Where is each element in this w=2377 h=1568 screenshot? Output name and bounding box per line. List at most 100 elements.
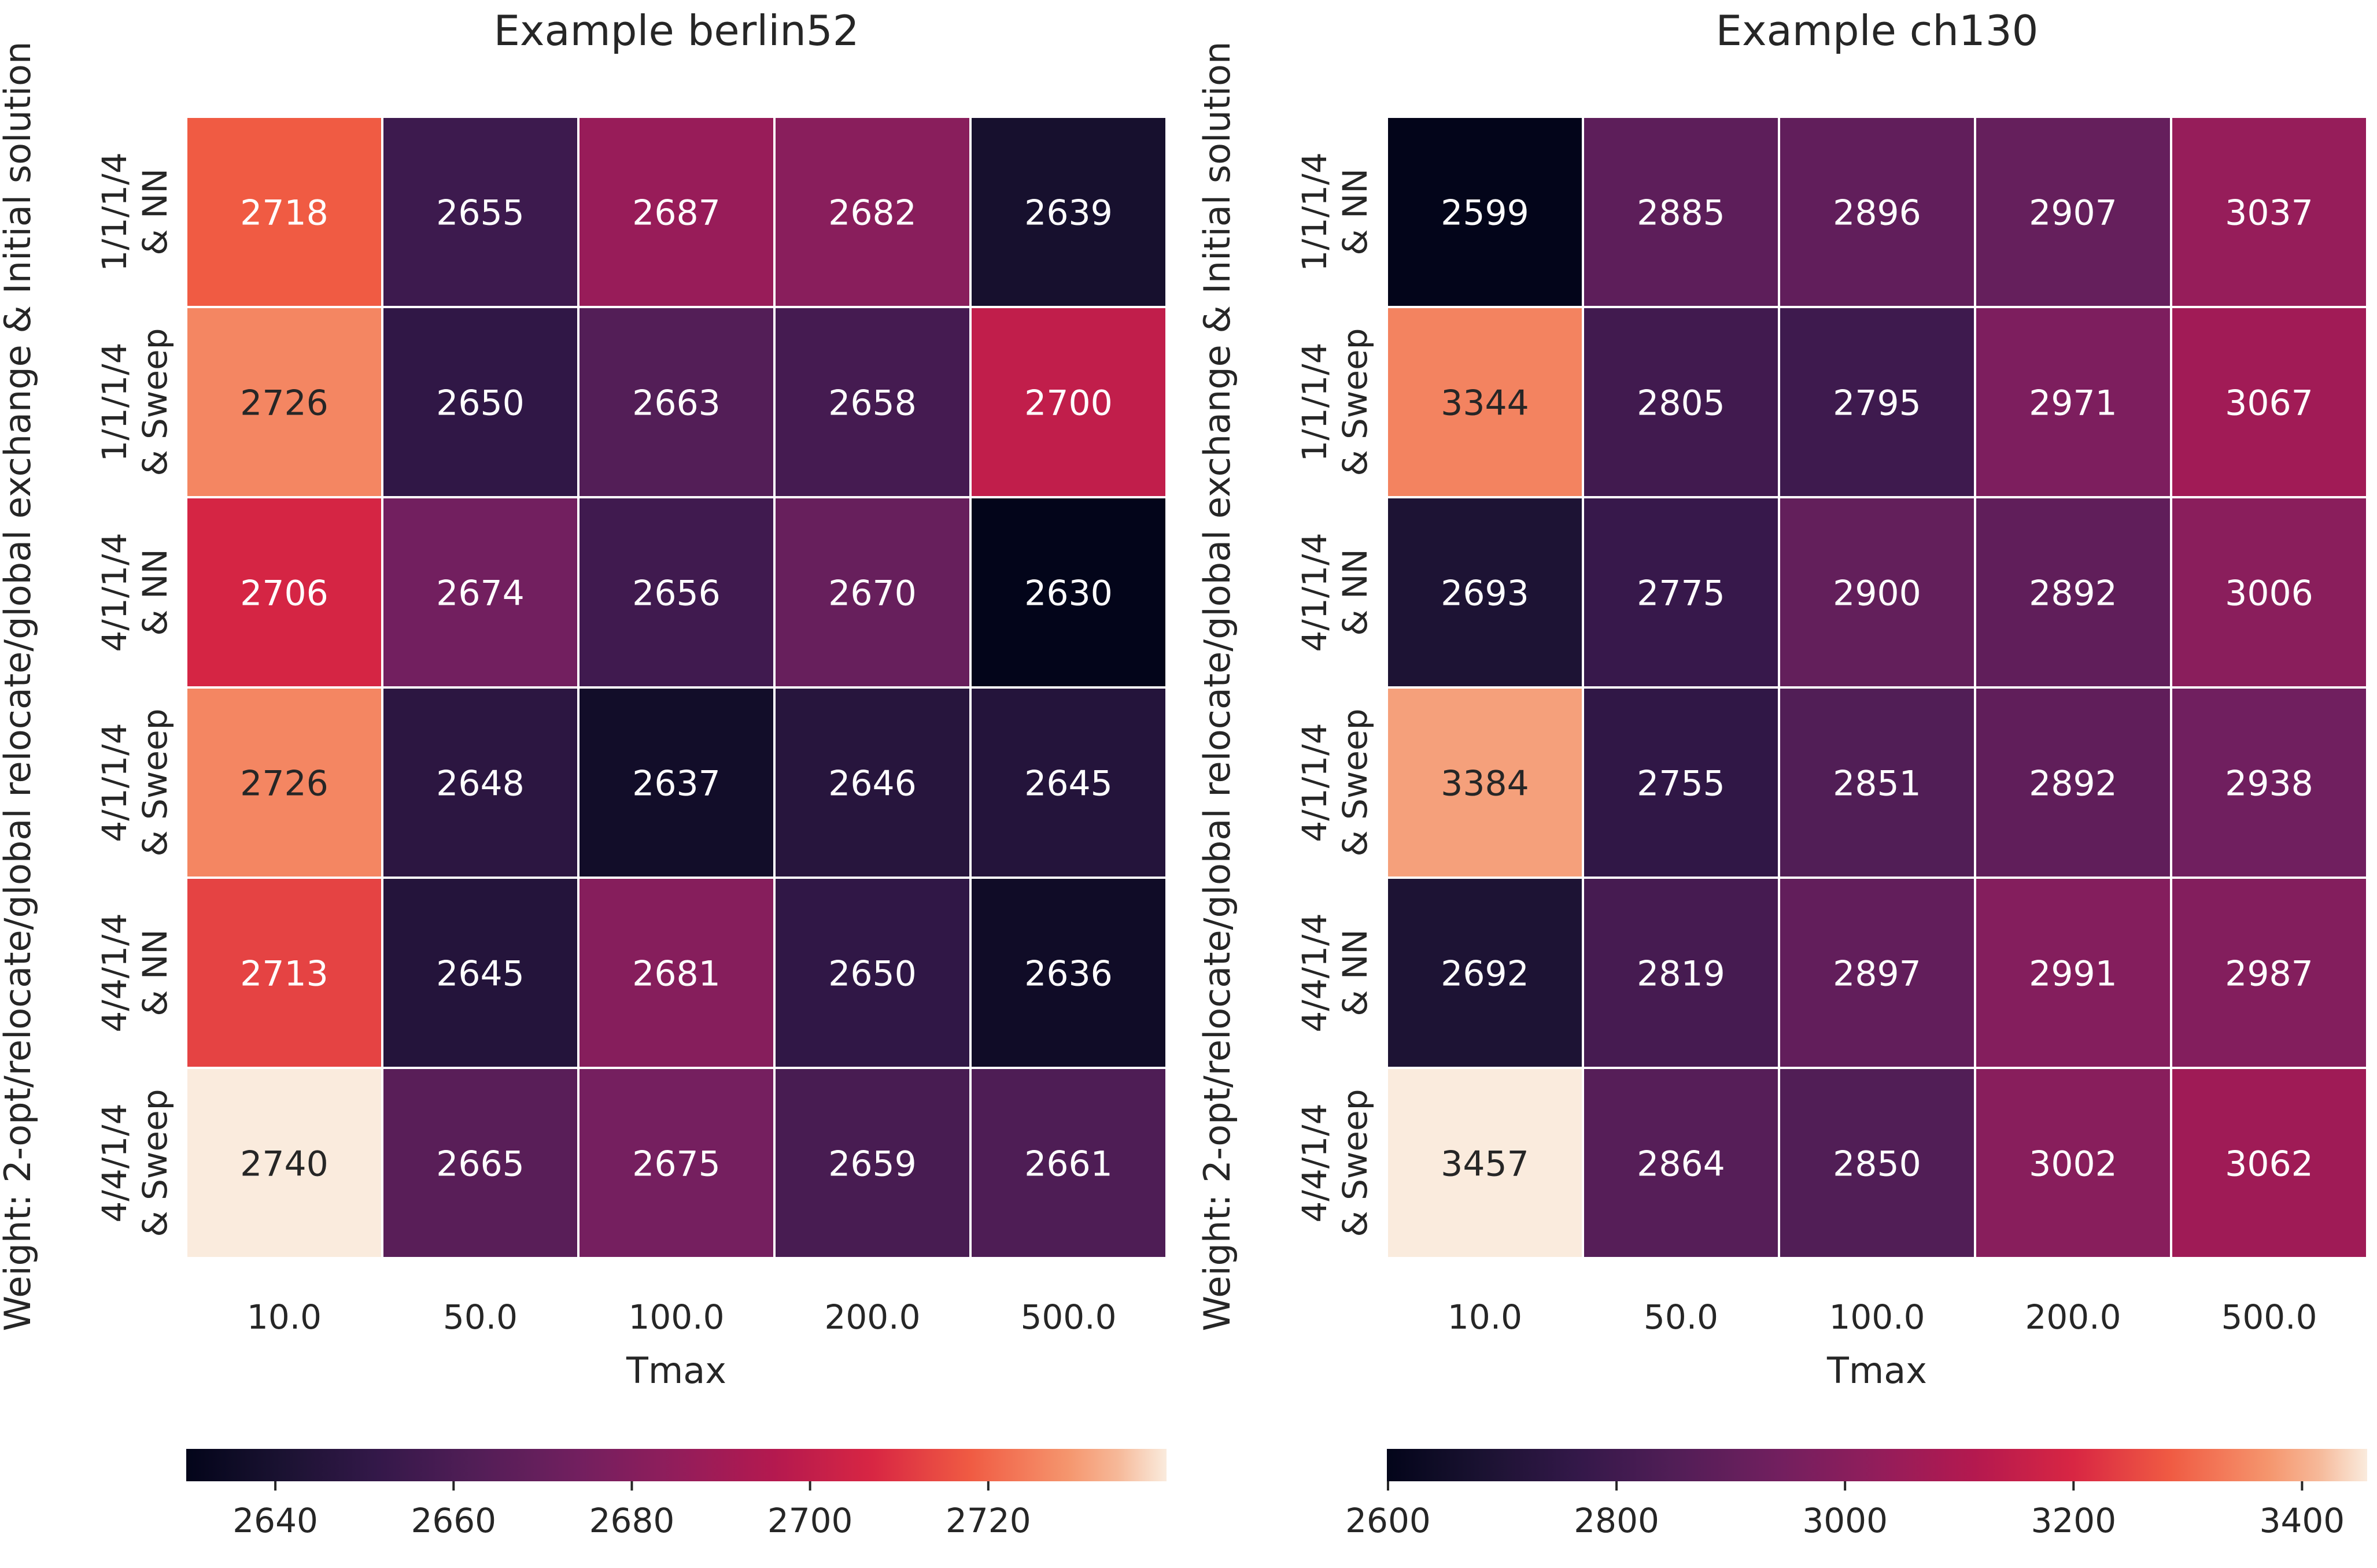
panel2-cell-label: 3344 (1441, 383, 1529, 424)
panel1-cell (577, 1067, 776, 1259)
panel1-cell-label: 2650 (436, 383, 525, 424)
panel2-cell-label: 2896 (1833, 193, 1921, 234)
panel2-y-tick-label-line: 4/1/1/4 (1295, 723, 1334, 842)
panel2-cell (1386, 686, 1584, 879)
panel2-y-tick-label-line: & NN (1335, 549, 1375, 635)
panel2-y-tick-label-line: & Sweep (1335, 1089, 1375, 1237)
panel2-cell-label: 2692 (1441, 954, 1529, 994)
panel2-cell-label: 3457 (1441, 1144, 1529, 1185)
panel1-cell-label: 2718 (240, 193, 329, 234)
panel2-y-tick-label-line: & Sweep (1335, 328, 1375, 476)
panel2-cell-label: 2819 (1637, 954, 1725, 994)
panel1-y-tick-label-line: 1/1/1/4 (95, 152, 134, 271)
panel2-cell (1386, 496, 1584, 689)
panel1-cell-label: 2740 (240, 1144, 329, 1185)
panel2-colorbar-tick-label: 2600 (1345, 1501, 1431, 1540)
panel1-y-tick-label-line: 1/1/1/4 (95, 342, 134, 461)
panel2-cell (2170, 306, 2368, 498)
panel1-cell-label: 2656 (632, 574, 721, 614)
panel1-cell (969, 1067, 1168, 1259)
panel1-cell-label: 2726 (240, 764, 329, 804)
panel2-cell-label: 2850 (1833, 1144, 1921, 1185)
panel2-cell-label: 2892 (2029, 764, 2117, 804)
panel1-y-tick-label-line: 4/4/1/4 (95, 913, 134, 1032)
panel1-cell-label: 2687 (632, 193, 721, 234)
panel1-cell-label: 2658 (828, 383, 917, 424)
panel2-cell (2170, 116, 2368, 308)
panel2-cell-label: 3384 (1441, 764, 1529, 804)
panel1-y-axis-label: Weight: 2-opt/relocate/global relocate/g… (0, 42, 39, 1332)
panel2-cell (1974, 306, 2172, 498)
panel1-cell (577, 686, 776, 879)
panel1-cell (381, 496, 580, 689)
panel2-y-tick-label: 1/1/1/4& NN (1295, 152, 1375, 271)
panel1-cell (577, 306, 776, 498)
panel1-cell (381, 686, 580, 879)
panel1-cell (381, 1067, 580, 1259)
panel1-cell-label: 2645 (436, 954, 525, 994)
panel1-cell-label: 2661 (1024, 1144, 1113, 1185)
panel1-cell (969, 116, 1168, 308)
panel1-cell (773, 1067, 972, 1259)
panel2-cell (1582, 496, 1780, 689)
panel1-cell-label: 2636 (1024, 954, 1113, 994)
panel2-cell-label: 2892 (2029, 574, 2117, 614)
panel1-y-tick-label: 4/4/1/4& NN (95, 913, 175, 1032)
panel1-cell (969, 496, 1168, 689)
panel1-cell-label: 2663 (632, 383, 721, 424)
panel2-cell-label: 2885 (1637, 193, 1725, 234)
panel1-y-tick-label-line: & NN (135, 168, 175, 255)
panel2-cell (2170, 877, 2368, 1069)
panel1-cell-label: 2646 (828, 764, 917, 804)
panel1-y-tick-label: 4/4/1/4& Sweep (95, 1089, 175, 1237)
panel2-colorbar (1387, 1449, 2367, 1481)
panel1-cell-label: 2639 (1024, 193, 1113, 234)
panel2-y-tick-label-line: 1/1/1/4 (1295, 342, 1334, 461)
panel1-cell (773, 686, 972, 879)
panel2-cell-label: 2693 (1441, 574, 1529, 614)
panel1-cell (577, 496, 776, 689)
panel1-cell-label: 2681 (632, 954, 721, 994)
panel1-cell-label: 2645 (1024, 764, 1113, 804)
panel1-cell (577, 877, 776, 1069)
panel1-y-tick-label-line: 4/1/1/4 (95, 723, 134, 842)
panel1-cell-label: 2665 (436, 1144, 525, 1185)
panel2-x-tick-label: 50.0 (1644, 1297, 1718, 1337)
panel1-x-tick-label: 10.0 (247, 1297, 322, 1337)
panel1-cell-label: 2682 (828, 193, 917, 234)
panel1-cell-label: 2655 (436, 193, 525, 234)
panel1-cell (773, 116, 972, 308)
panel2-x-tick-label: 100.0 (1829, 1297, 1925, 1337)
panel2-cell-label: 2599 (1441, 193, 1529, 234)
panel2-x-tick-label: 500.0 (2221, 1297, 2317, 1337)
panel1-colorbar-tick-label: 2680 (589, 1501, 675, 1540)
panel1-cell-label: 2700 (1024, 383, 1113, 424)
panel2-cell-label: 2755 (1637, 764, 1725, 804)
panel2-cell-label: 2900 (1833, 574, 1921, 614)
panel2-y-tick-label-line: 4/4/1/4 (1295, 913, 1334, 1032)
panel1-cell-label: 2648 (436, 764, 525, 804)
panel1-y-tick-label: 1/1/1/4& Sweep (95, 328, 175, 476)
panel1-x-tick-label: 500.0 (1020, 1297, 1116, 1337)
panel1-cell-label: 2713 (240, 954, 329, 994)
panel1-cell-label: 2675 (632, 1144, 721, 1185)
panel2-y-tick-label: 4/4/1/4& NN (1295, 913, 1375, 1032)
panel2-cell-label: 2987 (2225, 954, 2313, 994)
panel1-y-tick-label-line: & Sweep (135, 328, 175, 476)
panel2-cell (2170, 686, 2368, 879)
panel1-cell-label: 2674 (436, 574, 525, 614)
panel1-cell-label: 2670 (828, 574, 917, 614)
panel1-cell (969, 877, 1168, 1069)
panel1-y-tick-label-line: & Sweep (135, 708, 175, 856)
panel1-x-axis-label: Tmax (626, 1349, 726, 1392)
panel1-y-tick-label: 1/1/1/4& NN (95, 152, 175, 271)
panel1-y-tick-label-line: & NN (135, 929, 175, 1016)
panel2-cell-label: 3062 (2225, 1144, 2313, 1185)
panel2-cell-label: 2907 (2029, 193, 2117, 234)
panel2-cell (1778, 686, 1976, 879)
panel2-cell-label: 3037 (2225, 193, 2313, 234)
panel2-y-tick-label: 4/4/1/4& Sweep (1295, 1089, 1375, 1237)
panel2-y-tick-label-line: 4/1/1/4 (1295, 532, 1334, 652)
panel2-y-tick-label: 4/1/1/4& NN (1295, 532, 1375, 652)
panel2-cell (1974, 496, 2172, 689)
